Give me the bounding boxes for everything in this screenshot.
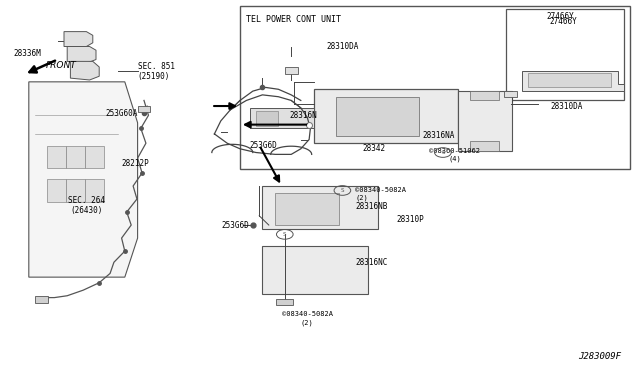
- Text: 253G6D: 253G6D: [222, 221, 250, 230]
- Text: 28310DA: 28310DA: [550, 102, 583, 110]
- Text: 28336M: 28336M: [14, 49, 42, 58]
- Bar: [262, 186, 378, 229]
- Bar: [47, 179, 66, 202]
- Text: S: S: [340, 188, 344, 193]
- Bar: [250, 108, 314, 128]
- Bar: [314, 89, 458, 143]
- Bar: [262, 246, 368, 294]
- Text: ©08340-5082A: ©08340-5082A: [355, 187, 406, 193]
- Text: ©08360-51062: ©08360-51062: [429, 148, 480, 154]
- Polygon shape: [29, 82, 138, 277]
- Polygon shape: [285, 67, 298, 74]
- Text: 28310P: 28310P: [397, 215, 424, 224]
- Bar: [470, 141, 499, 151]
- Text: TEL POWER CONT UNIT: TEL POWER CONT UNIT: [246, 15, 341, 24]
- Polygon shape: [276, 299, 293, 305]
- Text: (26430): (26430): [70, 206, 102, 215]
- Text: SEC. 851: SEC. 851: [138, 62, 175, 71]
- Text: 27466Y: 27466Y: [549, 17, 577, 26]
- Polygon shape: [522, 71, 624, 91]
- Bar: [66, 179, 85, 202]
- Text: J283009F: J283009F: [578, 352, 621, 361]
- Text: 28316NC: 28316NC: [355, 258, 388, 267]
- Polygon shape: [67, 46, 96, 63]
- Text: ©08340-5082A: ©08340-5082A: [282, 311, 333, 317]
- Text: (2): (2): [355, 195, 368, 201]
- Polygon shape: [64, 32, 93, 46]
- Polygon shape: [35, 296, 48, 303]
- Text: 28316NB: 28316NB: [355, 202, 388, 211]
- Text: 28342: 28342: [363, 144, 386, 153]
- Text: 28316NA: 28316NA: [422, 131, 454, 140]
- Bar: [470, 91, 499, 100]
- Bar: [85, 179, 104, 202]
- Text: (25190): (25190): [138, 72, 170, 81]
- Text: (4): (4): [448, 155, 461, 162]
- Bar: [66, 146, 85, 168]
- Bar: [256, 111, 278, 126]
- Text: (2): (2): [301, 320, 314, 326]
- Text: S: S: [441, 150, 445, 155]
- Bar: [506, 9, 624, 100]
- Text: 28310DA: 28310DA: [326, 42, 358, 51]
- Bar: [47, 146, 66, 168]
- Text: 28316N: 28316N: [289, 111, 317, 120]
- Text: SEC. 264: SEC. 264: [68, 196, 105, 205]
- Polygon shape: [504, 91, 517, 97]
- Text: 27466Y: 27466Y: [546, 12, 574, 21]
- Text: FRONT: FRONT: [46, 61, 77, 70]
- Bar: [275, 193, 339, 225]
- Bar: [240, 6, 630, 169]
- Text: 28212P: 28212P: [122, 159, 149, 168]
- Bar: [336, 97, 419, 136]
- Text: 253G60A: 253G60A: [105, 109, 138, 118]
- Bar: [85, 146, 104, 168]
- Polygon shape: [70, 61, 99, 80]
- Polygon shape: [528, 73, 611, 87]
- Bar: [458, 91, 512, 151]
- Text: 253G6D: 253G6D: [250, 141, 277, 150]
- Text: S: S: [283, 232, 287, 237]
- Polygon shape: [138, 106, 150, 112]
